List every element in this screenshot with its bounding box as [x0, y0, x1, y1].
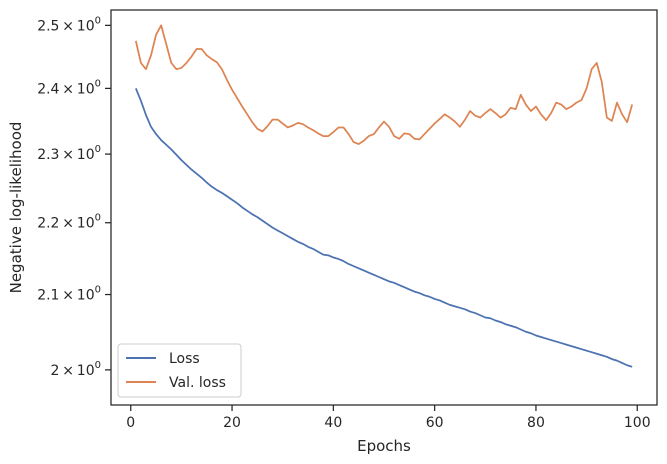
- y-tick-mantissa: 2.1: [37, 288, 59, 304]
- y-tick-base: 10: [77, 81, 95, 97]
- legend: Loss Val. loss: [117, 343, 242, 398]
- y-tick-base: 10: [77, 363, 95, 379]
- y-tick-label: 2.2 × 100: [37, 213, 101, 232]
- y-tick-label: 2.1 × 100: [37, 285, 101, 304]
- y-tick-exponent: 0: [95, 144, 101, 155]
- y-tick-exponent: 0: [95, 360, 101, 371]
- y-tick-mantissa: 2.5: [37, 18, 59, 34]
- series-line-val-loss: [134, 24, 634, 145]
- y-tick-base: 10: [77, 18, 95, 34]
- y-axis: 2 × 100 2.1 × 100 2.2 × 100 2.3 × 100 2.4 × …: [37, 15, 111, 379]
- y-tick-label: 2.3 × 100: [37, 144, 101, 163]
- y-tick-mantissa: 2.4: [37, 81, 59, 97]
- y-tick-base: 10: [77, 216, 95, 232]
- y-tick-mantissa: 2.2: [37, 216, 59, 232]
- y-tick-mantissa: 2.3: [37, 147, 59, 163]
- y-tick-exponent: 0: [95, 78, 101, 89]
- y-tick-exponent: 0: [95, 285, 101, 296]
- series-line-loss: [135, 88, 633, 368]
- legend-label-loss: Loss: [169, 351, 200, 367]
- y-tick-base: 10: [77, 288, 95, 304]
- y-tick-exponent: 0: [95, 15, 101, 26]
- x-tick-label: 20: [223, 415, 241, 431]
- y-tick-exponent: 0: [95, 213, 101, 224]
- plot-series-layer: [134, 24, 634, 368]
- x-tick-label: 40: [324, 415, 342, 431]
- y-tick-mantissa: 2: [51, 363, 60, 379]
- plot-frame: [110, 9, 658, 406]
- x-axis: 0 20 40 60 80 100: [126, 405, 651, 431]
- y-tick-label: 2.4 × 100: [37, 78, 101, 97]
- y-tick-label: 2.5 × 100: [37, 15, 101, 34]
- y-tick-base: 10: [77, 147, 95, 163]
- x-tick-label: 0: [126, 415, 135, 431]
- x-tick-label: 60: [426, 415, 444, 431]
- x-tick-label: 80: [527, 415, 545, 431]
- x-axis-title: Epochs: [357, 437, 411, 455]
- y-axis-title: Negative log-likelihood: [7, 122, 25, 294]
- legend-label-val-loss: Val. loss: [169, 375, 226, 391]
- x-tick-label: 100: [624, 415, 651, 431]
- y-tick-label: 2 × 100: [51, 360, 101, 379]
